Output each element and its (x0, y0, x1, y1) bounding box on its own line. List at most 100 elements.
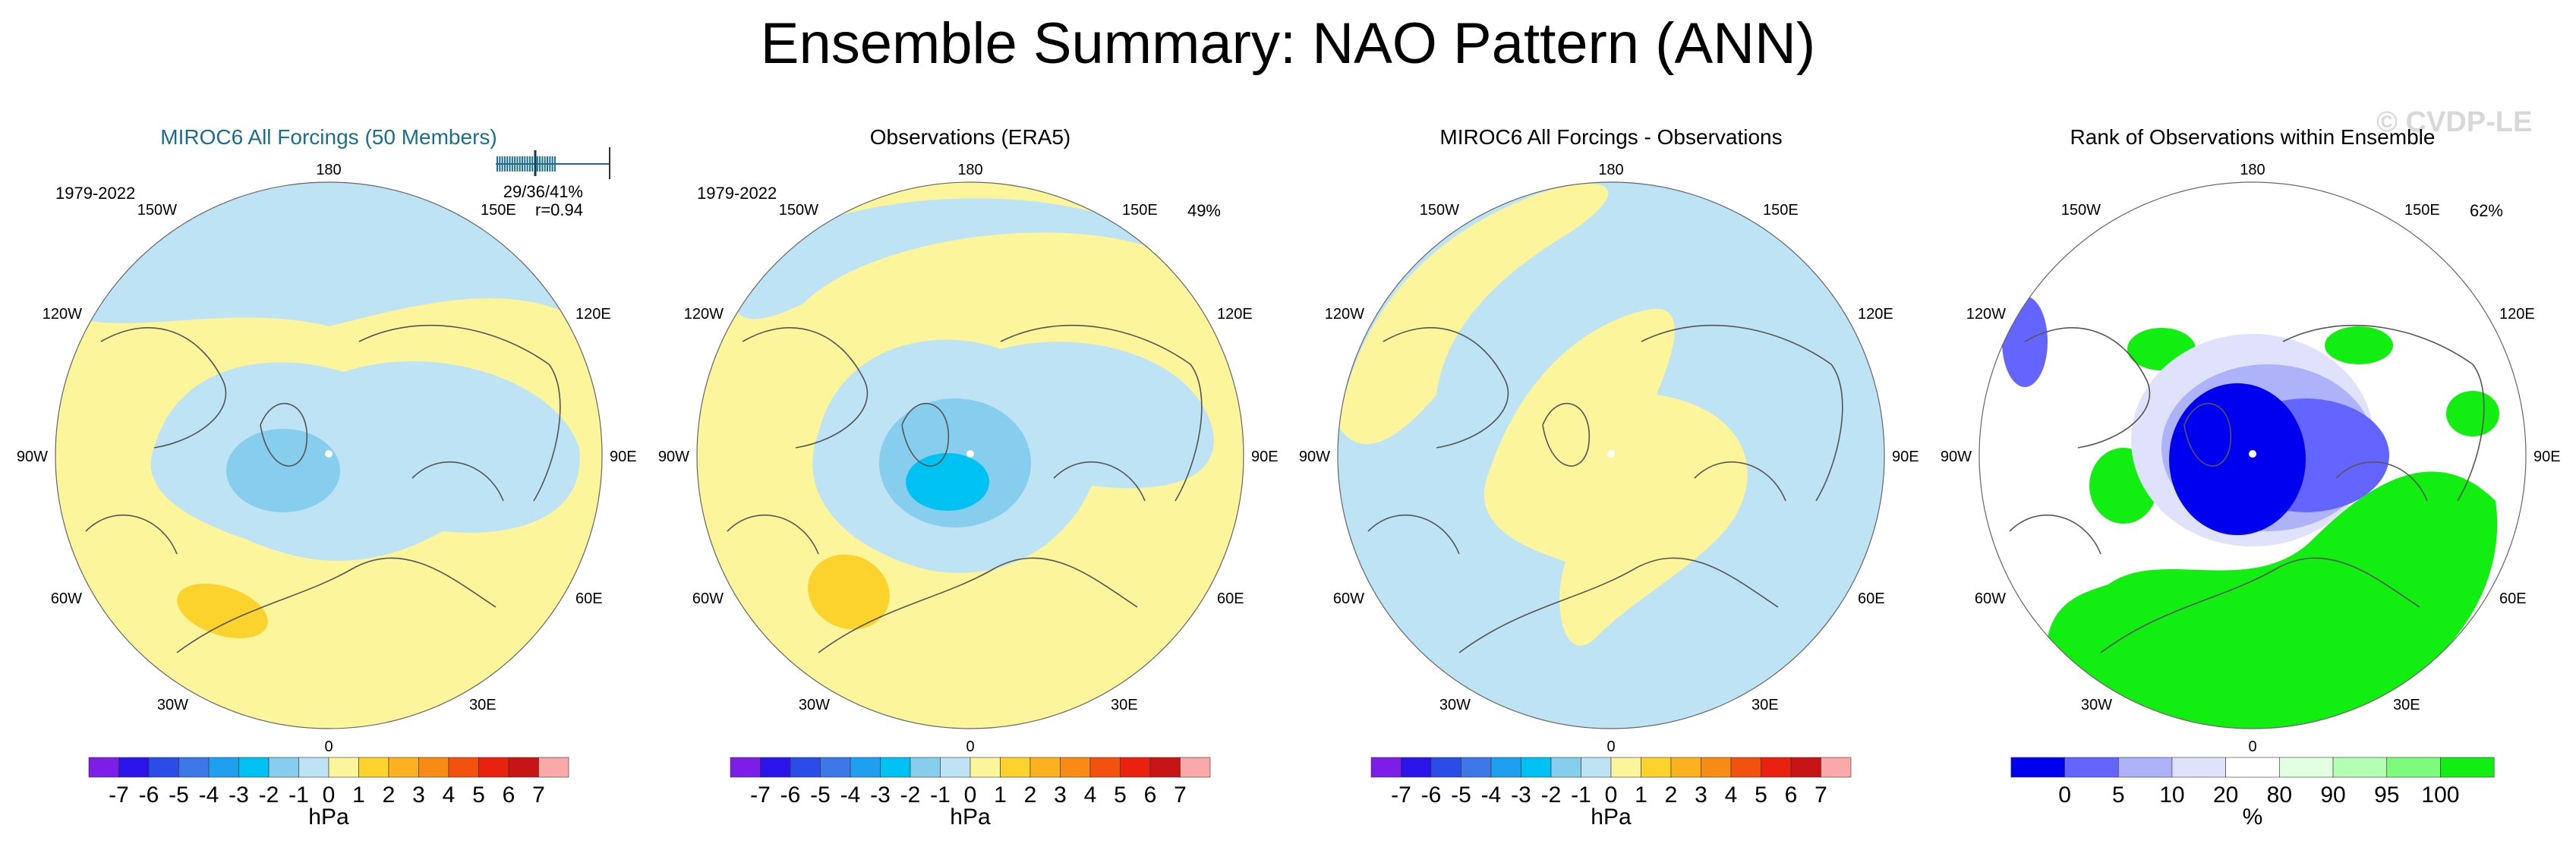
map-label-bottom: 0 (1606, 738, 1615, 755)
map-label-upper-left: 150W (2061, 202, 2101, 219)
map-label-left-upper: 120W (684, 306, 724, 323)
colorbar-swatch (1550, 757, 1581, 778)
rank-high-siberia (2325, 326, 2393, 364)
colorbar-tick-label: 3 (1054, 782, 1067, 808)
figure-title: Ensemble Summary: NAO Pattern (ANN) (760, 11, 1816, 76)
colorbar-tick-label: -7 (750, 782, 771, 808)
colorbar-swatch (820, 757, 851, 778)
colorbar-tick-label: -3 (870, 782, 891, 808)
map-label-right-lower: 60E (1858, 590, 1885, 607)
map-label-lower-left: 30W (1439, 697, 1471, 713)
colorbar-swatch (1430, 757, 1461, 778)
colorbar-tick-label: 0 (1605, 782, 1618, 808)
colorbar-tick-label: 2 (383, 782, 396, 808)
panel-rank: Rank of Observations within Ensemble 180 0… (1941, 125, 2561, 830)
coastline (100, 327, 227, 449)
percentile-bar (496, 147, 610, 179)
map-label-upper-right: 150E (1122, 202, 1158, 219)
colorbar-swatch (850, 757, 881, 778)
colorbar-tick-label: 6 (1144, 782, 1157, 808)
period-label: 1979-2022 (697, 184, 777, 203)
colorbar-tick-label: -4 (1481, 782, 1502, 808)
colorbar-tick-label: -6 (780, 782, 801, 808)
map-label-right: 90E (2533, 449, 2561, 465)
colorbar-tick-label: 90 (2320, 782, 2345, 808)
coastline (2282, 324, 2485, 502)
map-label-upper-right: 150E (1763, 202, 1799, 219)
colorbar-tick-label: -4 (840, 782, 861, 808)
colorbar-tick-label: 95 (2374, 782, 2399, 808)
colorbar-tick-label: -1 (930, 782, 951, 808)
colorbar-swatch (880, 757, 911, 778)
map-label-lower-left: 30W (157, 697, 188, 713)
map-label-lower-left: 30W (2081, 697, 2112, 713)
coastline (2335, 461, 2428, 502)
watermark: © CVDP-LE (2376, 106, 2533, 138)
coastline (1053, 461, 1146, 502)
map-border (1337, 181, 1885, 729)
colorbar-tick-label: 5 (1755, 782, 1767, 808)
map-label-right: 90E (610, 449, 637, 465)
period-label: 1979-2022 (55, 184, 135, 203)
panel-title: Observations (ERA5) (870, 125, 1071, 149)
colorbar-units: % (2243, 804, 2263, 830)
map-label-left-upper: 120W (43, 306, 82, 323)
colorbar-swatch (1730, 757, 1761, 778)
colorbar-swatch (790, 757, 821, 778)
colorbar-tick-label: -2 (259, 782, 279, 808)
north-pole-marker (1607, 450, 1615, 458)
map-label-right-upper: 120E (575, 306, 611, 323)
colorbar-tick-label: 2 (1024, 782, 1037, 808)
map-miroc6 (55, 182, 602, 729)
colorbar-swatch (2171, 757, 2226, 778)
map-rank (1979, 182, 2526, 729)
colorbar-swatch (1581, 757, 1612, 778)
map-era5 (697, 182, 1244, 729)
panel-title: Rank of Observations within Ensemble (2070, 125, 2436, 149)
pct-label: 49% (1187, 201, 1221, 220)
colorbar-swatch (388, 757, 419, 778)
pacific-positive-region (1338, 183, 1609, 445)
map-label-right-upper: 120E (1217, 306, 1253, 323)
iceland-low-center (906, 453, 989, 511)
colorbar-swatch (1120, 757, 1151, 778)
colorbar-tick-label: -2 (900, 782, 921, 808)
colorbar-units: hPa (1591, 804, 1632, 830)
north-pole-marker (2249, 450, 2256, 458)
colorbar-swatch (1149, 757, 1181, 778)
colorbar-tick-label: 7 (532, 782, 545, 808)
colorbar-tick-label: 6 (1785, 782, 1798, 808)
colorbar-tick-label: 20 (2213, 782, 2238, 808)
map-label-lower-right: 30E (469, 697, 497, 713)
colorbar-swatch (1761, 757, 1792, 778)
map-label-right-lower: 60E (1217, 590, 1244, 607)
north-pacific-negative-region (734, 198, 1198, 320)
colorbar-swatch (1610, 757, 1641, 778)
colorbar-tick-label: -5 (1451, 782, 1471, 808)
colorbar-tick-label: 5 (1114, 782, 1127, 808)
colorbar-swatch (148, 757, 179, 778)
colorbar-swatch (1060, 757, 1091, 778)
colorbar-tick-label: 3 (1695, 782, 1707, 808)
colorbar-tick-label: 4 (1725, 782, 1738, 808)
colorbar-swatch (538, 757, 569, 778)
map-label-left-lower: 60W (1333, 590, 1364, 607)
colorbar-tick-label: 0 (964, 782, 977, 808)
map-label-upper-left: 150W (1420, 202, 1459, 219)
azores-high-center (177, 584, 268, 638)
colorbar-swatch (238, 757, 270, 778)
colorbar-tick-label: -3 (1511, 782, 1531, 808)
percentile-stats: 29/36/41% (503, 182, 583, 201)
colorbar-tick-label: 1 (1635, 782, 1647, 808)
colorbar-tick-label: 4 (1084, 782, 1097, 808)
north-pole-marker (966, 450, 974, 458)
colorbar-swatch (2010, 757, 2065, 778)
colorbar-swatch (1180, 757, 1211, 778)
map-label-top: 180 (1598, 162, 1623, 178)
colorbar-tick-label: -7 (109, 782, 129, 808)
map-border (1979, 181, 2527, 729)
colorbar-tick-label: 1 (994, 782, 1007, 808)
pct-label: 62% (2470, 201, 2503, 220)
coastline (260, 402, 308, 467)
